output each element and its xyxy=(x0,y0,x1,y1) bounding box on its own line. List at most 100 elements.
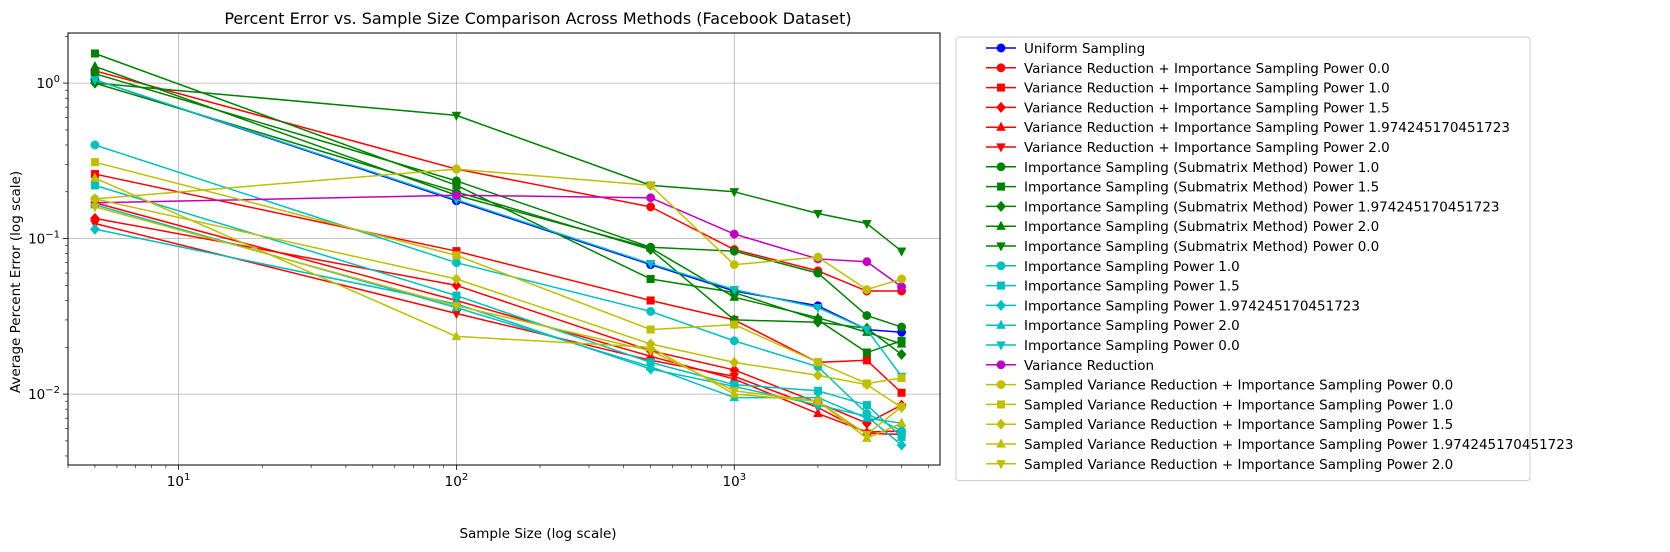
data-point xyxy=(896,439,907,451)
data-point xyxy=(451,279,462,292)
legend-label: Sampled Variance Reduction + Importance … xyxy=(1024,378,1453,394)
legend-entry: Uniform Sampling xyxy=(986,41,1145,57)
legend-marker xyxy=(996,121,1006,131)
x-tick-base: 10 xyxy=(167,474,184,490)
series-line xyxy=(94,79,903,377)
data-point xyxy=(862,257,872,267)
data-point xyxy=(897,322,907,332)
chart-title: Percent Error vs. Sample Size Comparison… xyxy=(224,9,851,28)
data-point xyxy=(813,209,823,220)
data-point xyxy=(813,312,823,322)
legend-marker xyxy=(996,438,1006,448)
legend-entry: Sampled Variance Reduction + Importance … xyxy=(986,397,1453,413)
series-line xyxy=(94,198,902,409)
legend-entry: Variance Reduction + Importance Sampling… xyxy=(986,120,1510,136)
data-point xyxy=(862,219,872,230)
data-point xyxy=(896,417,907,427)
legend-entry: Importance Sampling Power 1.974245170451… xyxy=(986,298,1360,314)
data-point xyxy=(729,285,740,296)
series-13 xyxy=(89,223,907,451)
series-21 xyxy=(90,203,907,441)
data-point xyxy=(89,223,100,235)
legend-entry: Importance Sampling Power 2.0 xyxy=(986,318,1240,334)
legend-marker xyxy=(996,162,1006,172)
x-tick-base: 10 xyxy=(445,474,462,490)
data-point xyxy=(729,336,739,346)
data-point xyxy=(452,291,461,300)
legend-marker xyxy=(996,143,1006,153)
data-point xyxy=(897,373,906,382)
legend-entry: Variance Reduction xyxy=(986,358,1154,374)
data-point xyxy=(646,274,655,284)
data-point xyxy=(862,311,872,321)
legend-entry: Sampled Variance Reduction + Importance … xyxy=(986,437,1573,453)
data-point xyxy=(862,348,871,357)
series-12 xyxy=(90,181,906,442)
legend-marker xyxy=(996,299,1006,312)
data-point xyxy=(646,180,656,190)
legend-marker xyxy=(996,319,1006,329)
data-point xyxy=(897,282,907,292)
data-point xyxy=(861,379,872,391)
data-point xyxy=(90,158,99,167)
y-axis-ticks: 10−2 10−1 100 xyxy=(28,35,68,457)
data-point xyxy=(451,302,462,312)
data-point xyxy=(896,338,907,348)
legend-marker xyxy=(996,341,1006,351)
legend-label: Importance Sampling Power 1.974245170451… xyxy=(1024,298,1360,314)
legend-label: Uniform Sampling xyxy=(1024,41,1145,57)
x-tick-base: 10 xyxy=(723,474,740,490)
data-point xyxy=(729,229,739,239)
data-point xyxy=(90,76,100,86)
data-point xyxy=(813,268,823,278)
y-tick-exp: −1 xyxy=(45,230,60,241)
data-point xyxy=(812,369,823,381)
legend-marker xyxy=(996,418,1006,430)
y-tick-exp: 0 xyxy=(54,74,60,85)
legend-entry: Sampled Variance Reduction + Importance … xyxy=(986,378,1453,394)
legend-label: Importance Sampling Power 0.0 xyxy=(1024,338,1240,354)
x-tick-label: 102 xyxy=(445,472,469,490)
data-point xyxy=(897,274,907,284)
legend-entry: Sampled Variance Reduction + Importance … xyxy=(986,457,1453,473)
legend-entry: Importance Sampling (Submatrix Method) P… xyxy=(986,219,1379,235)
data-point xyxy=(451,190,461,200)
y-tick-base: 10 xyxy=(36,76,53,92)
legend-marker xyxy=(996,101,1006,114)
data-point xyxy=(813,397,823,407)
y-axis-label: Average Percent Error (log scale) xyxy=(8,171,24,393)
x-tick-exp: 1 xyxy=(184,472,190,483)
data-point xyxy=(729,291,740,301)
data-point xyxy=(90,181,99,190)
data-point xyxy=(646,325,655,334)
legend: Uniform Sampling Variance Reduction + Imp… xyxy=(955,36,1573,482)
legend-marker xyxy=(996,380,1006,390)
legend-marker xyxy=(996,242,1006,252)
x-tick-exp: 2 xyxy=(462,472,468,483)
legend-label: Sampled Variance Reduction + Importance … xyxy=(1024,417,1453,433)
data-point xyxy=(896,348,907,361)
series-line xyxy=(94,184,903,438)
data-point xyxy=(451,258,461,268)
legend-label: Importance Sampling (Submatrix Method) P… xyxy=(1024,180,1379,196)
legend-label: Variance Reduction + Importance Sampling… xyxy=(1024,81,1390,97)
legend-marker xyxy=(996,200,1006,213)
data-point xyxy=(813,303,823,314)
legend-marker xyxy=(996,63,1006,73)
legend-label: Variance Reduction xyxy=(1024,358,1154,374)
legend-label: Importance Sampling (Submatrix Method) P… xyxy=(1024,239,1379,255)
data-point xyxy=(862,412,872,422)
legend-marker xyxy=(996,220,1006,230)
data-point xyxy=(90,60,100,71)
data-point xyxy=(862,285,872,295)
data-point xyxy=(813,252,823,262)
y-tick-label: 10−2 xyxy=(28,385,60,403)
legend-label: Importance Sampling Power 1.0 xyxy=(1024,259,1240,275)
data-point xyxy=(729,372,740,382)
legend-label: Importance Sampling Power 1.5 xyxy=(1024,279,1240,295)
data-point xyxy=(90,203,100,213)
y-tick-label: 10−1 xyxy=(28,230,60,248)
data-point xyxy=(90,140,100,150)
legend-box xyxy=(955,36,1531,482)
